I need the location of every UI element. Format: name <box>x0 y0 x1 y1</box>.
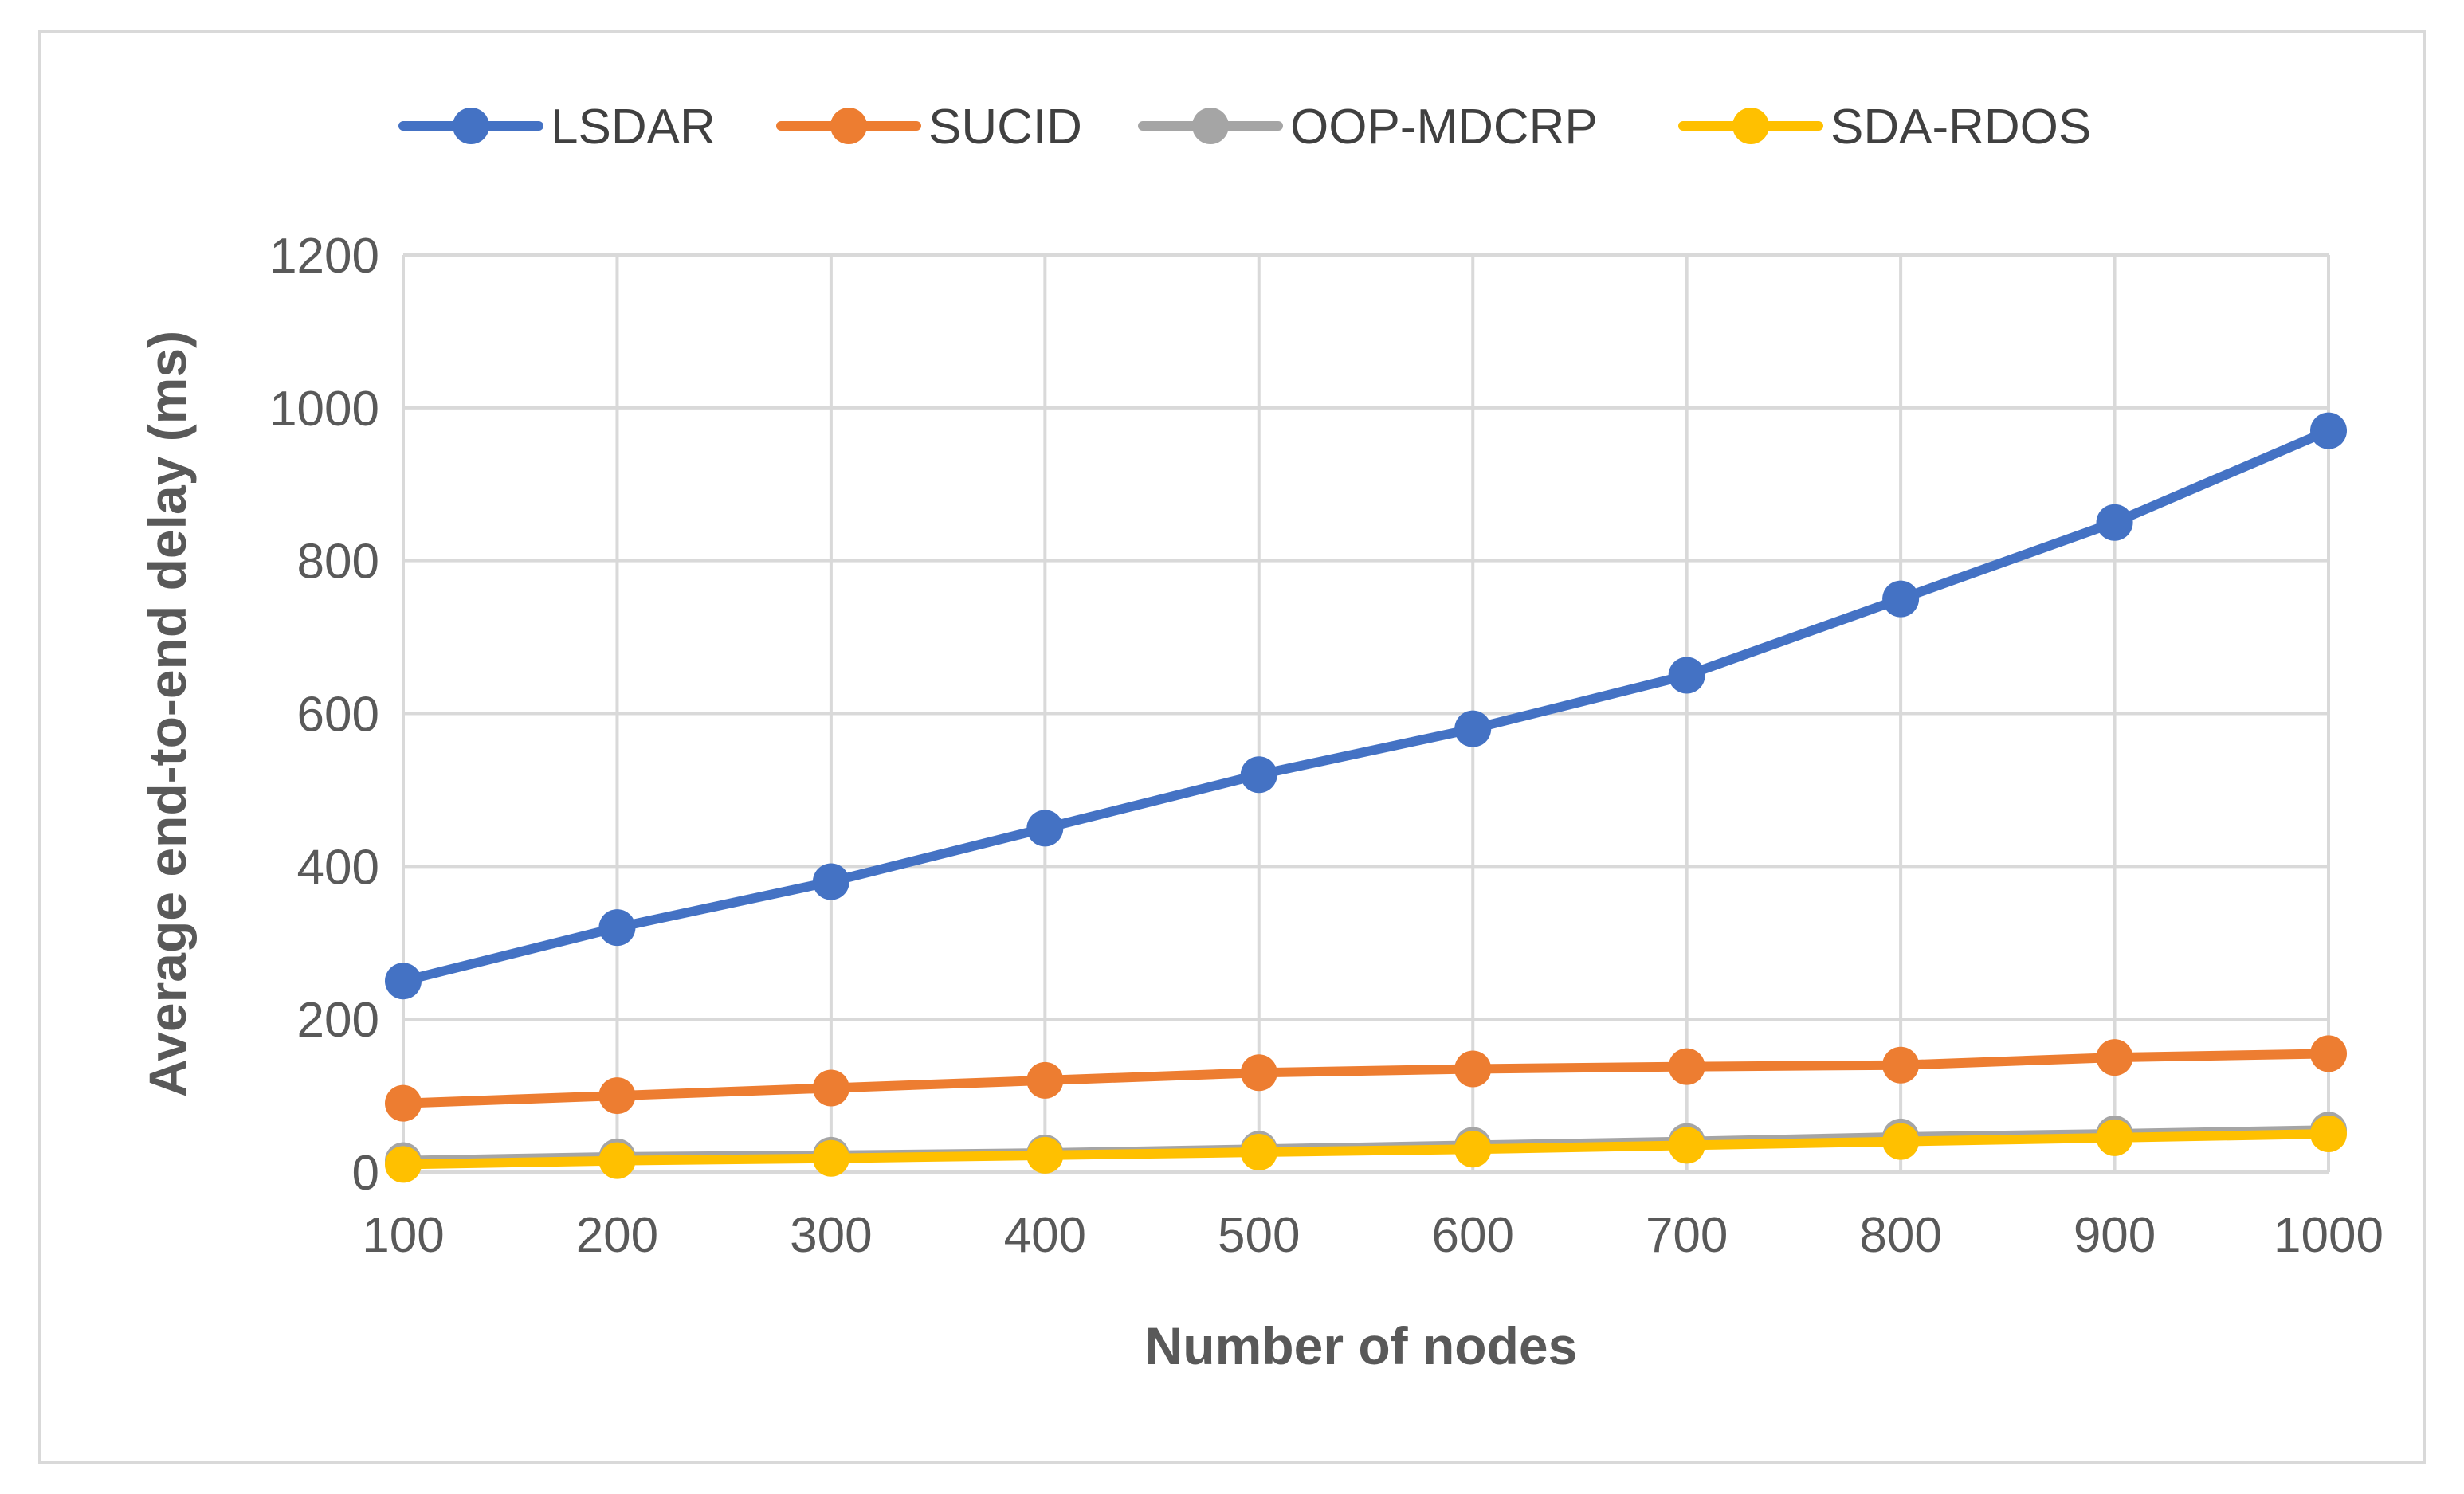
y-tick-label: 200 <box>297 993 379 1048</box>
data-point-sda-rdos <box>2310 1116 2347 1153</box>
y-tick-label: 0 <box>352 1146 379 1201</box>
data-point-sucid <box>1454 1050 1492 1088</box>
y-tick-label: 1000 <box>269 382 379 437</box>
data-point-sucid <box>1882 1046 1920 1084</box>
series-line-sucid <box>398 1049 2333 1108</box>
data-point-sda-rdos <box>812 1139 849 1177</box>
legend-marker <box>830 108 867 144</box>
series-sucid <box>385 1035 2347 1122</box>
x-tick-label: 600 <box>1431 1208 1513 1263</box>
data-point-lsdar <box>1026 810 1064 847</box>
data-point-sda-rdos <box>598 1142 636 1179</box>
legend-item-oop-mdcrp: OOP-MDCRP <box>1138 100 1598 155</box>
y-tick-label: 800 <box>297 535 379 590</box>
data-point-lsdar <box>2096 504 2133 541</box>
series-lsdar <box>385 412 2347 1000</box>
data-point-sucid <box>598 1077 636 1115</box>
gridlines <box>402 253 2330 1174</box>
x-tick-label: 1000 <box>2274 1208 2384 1263</box>
chart-border <box>38 30 2426 1464</box>
series-lines <box>385 412 2347 1183</box>
legend-label: OOP-MDCRP <box>1290 100 1598 155</box>
legend-label: SDA-RDOS <box>1830 100 2091 155</box>
x-tick-label: 900 <box>2074 1208 2156 1263</box>
legend-label: SUCID <box>928 100 1082 155</box>
y-tick-label: 400 <box>297 840 379 895</box>
data-point-sda-rdos <box>1026 1136 1064 1174</box>
data-point-sda-rdos <box>1882 1123 1920 1160</box>
legend-item-sda-rdos: SDA-RDOS <box>1678 100 2091 155</box>
x-tick-label: 300 <box>790 1208 872 1263</box>
data-point-sucid <box>1668 1048 1705 1085</box>
data-point-lsdar <box>812 863 849 900</box>
y-tick-label: 1200 <box>269 229 379 284</box>
series-line-sda-rdos <box>398 1129 2333 1170</box>
data-point-sucid <box>1026 1061 1064 1099</box>
legend: LSDAR SUCID OOP-MDCRP SDA-RDOS <box>398 100 2091 155</box>
data-point-lsdar <box>1454 710 1492 747</box>
data-point-sucid <box>2096 1039 2133 1076</box>
x-tick-label: 100 <box>362 1208 444 1263</box>
data-point-sda-rdos <box>1454 1131 1492 1168</box>
data-point-sucid <box>812 1069 849 1107</box>
data-point-lsdar <box>385 963 422 1000</box>
data-point-lsdar <box>598 909 636 947</box>
x-tick-label: 700 <box>1646 1208 1728 1263</box>
data-point-lsdar <box>2310 412 2347 449</box>
data-point-lsdar <box>1240 756 1277 794</box>
legend-item-lsdar: LSDAR <box>398 100 716 155</box>
y-axis-title: Average end-to-end delay (ms) <box>138 331 197 1097</box>
legend-marker <box>1192 108 1229 144</box>
x-tick-label: 400 <box>1004 1208 1086 1263</box>
series-sda-rdos <box>385 1116 2347 1183</box>
legend-marker <box>1732 108 1769 144</box>
legend-marker <box>453 108 489 144</box>
x-tick-label: 800 <box>1859 1208 1941 1263</box>
data-point-sda-rdos <box>385 1146 422 1183</box>
legend-label: LSDAR <box>551 100 716 155</box>
data-point-lsdar <box>1882 580 1920 618</box>
data-point-sda-rdos <box>1668 1127 1705 1164</box>
series-line-lsdar <box>398 425 2333 986</box>
legend-item-sucid: SUCID <box>776 100 1082 155</box>
data-point-lsdar <box>1668 657 1705 694</box>
data-point-sucid <box>2310 1035 2347 1072</box>
data-point-sda-rdos <box>1240 1134 1277 1171</box>
x-axis-title: Number of nodes <box>1145 1316 1578 1375</box>
data-point-sda-rdos <box>2096 1119 2133 1156</box>
x-tick-label: 500 <box>1218 1208 1300 1263</box>
y-tick-label: 600 <box>297 688 379 743</box>
data-point-sucid <box>385 1084 422 1122</box>
x-tick-label: 200 <box>576 1208 658 1263</box>
data-point-sucid <box>1240 1054 1277 1092</box>
axis-labels: 0 200 400 600 800 1000 1200 100 200 300 400 500 600 7… <box>269 229 2384 1263</box>
